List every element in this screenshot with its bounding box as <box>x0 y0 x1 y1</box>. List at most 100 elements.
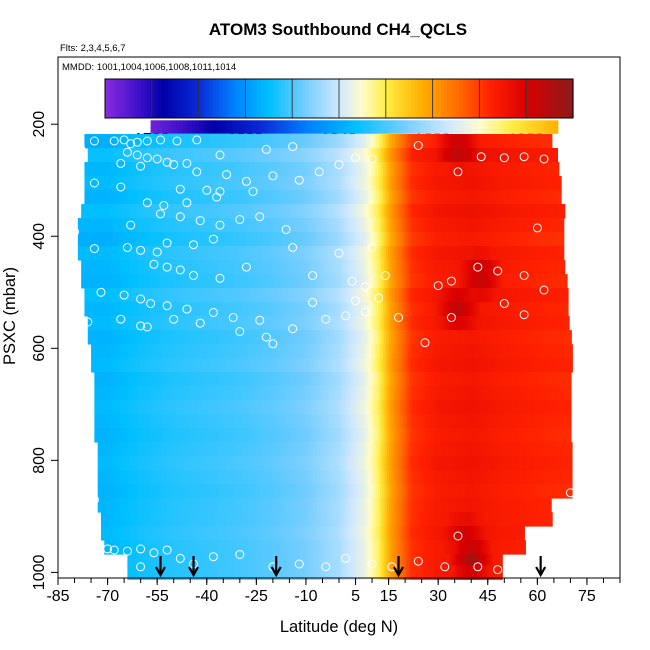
field-cell <box>338 260 341 275</box>
field-cell <box>295 246 299 261</box>
field-cell <box>558 176 562 191</box>
field-cell <box>150 148 154 163</box>
field-cell <box>204 162 208 177</box>
field-cell <box>102 176 106 191</box>
field-cell <box>348 176 352 191</box>
field-cell <box>445 288 449 303</box>
field-cell <box>210 386 213 401</box>
field-cell <box>457 218 461 233</box>
field-cell <box>305 442 309 457</box>
field-cell <box>473 176 477 191</box>
field-cell <box>136 372 139 387</box>
field-cell <box>379 442 383 457</box>
field-cell <box>251 414 255 429</box>
field-cell <box>408 176 412 191</box>
field-cell <box>129 274 133 289</box>
field-cell <box>371 344 374 359</box>
field-cell <box>449 442 453 457</box>
field-cell <box>513 330 517 345</box>
field-cell <box>256 428 260 443</box>
field-cell <box>309 316 313 331</box>
field-cell <box>192 260 196 275</box>
field-cell <box>482 162 486 177</box>
field-cell <box>484 134 488 149</box>
field-cell <box>134 260 138 275</box>
field-cell <box>269 190 273 205</box>
field-cell <box>510 162 514 177</box>
field-cell <box>491 358 495 373</box>
field-cell <box>159 428 162 443</box>
field-cell <box>543 316 547 331</box>
field-cell <box>471 414 475 429</box>
field-cell <box>144 218 148 233</box>
field-cell <box>420 372 424 387</box>
field-cell <box>150 204 154 219</box>
field-cell <box>428 260 432 275</box>
field-cell <box>513 274 517 289</box>
field-cell <box>434 246 438 261</box>
field-cell <box>448 386 452 401</box>
field-cell <box>210 274 214 289</box>
field-cell <box>295 162 298 177</box>
field-cell <box>267 232 271 247</box>
field-cell <box>279 414 283 429</box>
field-cell <box>299 176 303 191</box>
field-cell <box>323 400 327 415</box>
field-cell <box>438 232 442 247</box>
field-cell <box>133 232 137 247</box>
field-cell <box>134 274 138 289</box>
field-cell <box>426 176 430 191</box>
field-cell <box>343 162 347 177</box>
field-cell <box>203 330 207 345</box>
field-cell <box>486 442 490 457</box>
field-cell <box>86 190 90 205</box>
field-cell <box>117 246 120 261</box>
field-cell <box>260 386 264 401</box>
field-cell <box>77 246 81 261</box>
field-cell <box>216 246 220 261</box>
field-cell <box>508 330 512 345</box>
field-cell <box>158 246 162 261</box>
field-cell <box>321 316 325 331</box>
field-cell <box>518 274 522 289</box>
field-cell <box>278 358 282 373</box>
field-cell <box>129 414 132 429</box>
field-cell <box>325 302 328 317</box>
field-cell <box>344 204 348 219</box>
field-cell <box>304 288 308 303</box>
field-cell <box>555 148 559 163</box>
field-cell <box>230 386 234 401</box>
field-cell <box>345 134 349 149</box>
field-cell <box>263 386 267 401</box>
field-cell <box>395 428 399 443</box>
field-cell <box>536 372 540 387</box>
colorbar-swatch <box>114 79 118 118</box>
field-cell <box>529 218 532 233</box>
field-cell <box>329 190 333 205</box>
field-cell <box>174 344 178 359</box>
field-cell <box>372 414 375 429</box>
field-cell <box>410 442 413 457</box>
field-cell <box>97 260 101 275</box>
field-cell <box>565 344 569 359</box>
field-cell <box>137 190 141 205</box>
field-cell <box>226 274 230 289</box>
field-cell <box>142 232 146 247</box>
field-cell <box>487 232 491 247</box>
field-cell <box>249 330 253 345</box>
field-cell <box>108 316 112 331</box>
field-cell <box>330 400 334 415</box>
field-cell <box>194 316 198 331</box>
field-cell <box>528 134 532 149</box>
field-cell <box>527 386 530 401</box>
field-cell <box>297 344 300 359</box>
colorbar-swatch <box>369 79 373 118</box>
field-cell <box>133 414 137 429</box>
field-cell <box>172 218 176 233</box>
field-cell <box>344 386 348 401</box>
field-cell <box>426 302 430 317</box>
field-cell <box>311 134 315 149</box>
field-cell <box>251 232 255 247</box>
field-cell <box>353 246 357 261</box>
field-cell <box>124 428 128 443</box>
